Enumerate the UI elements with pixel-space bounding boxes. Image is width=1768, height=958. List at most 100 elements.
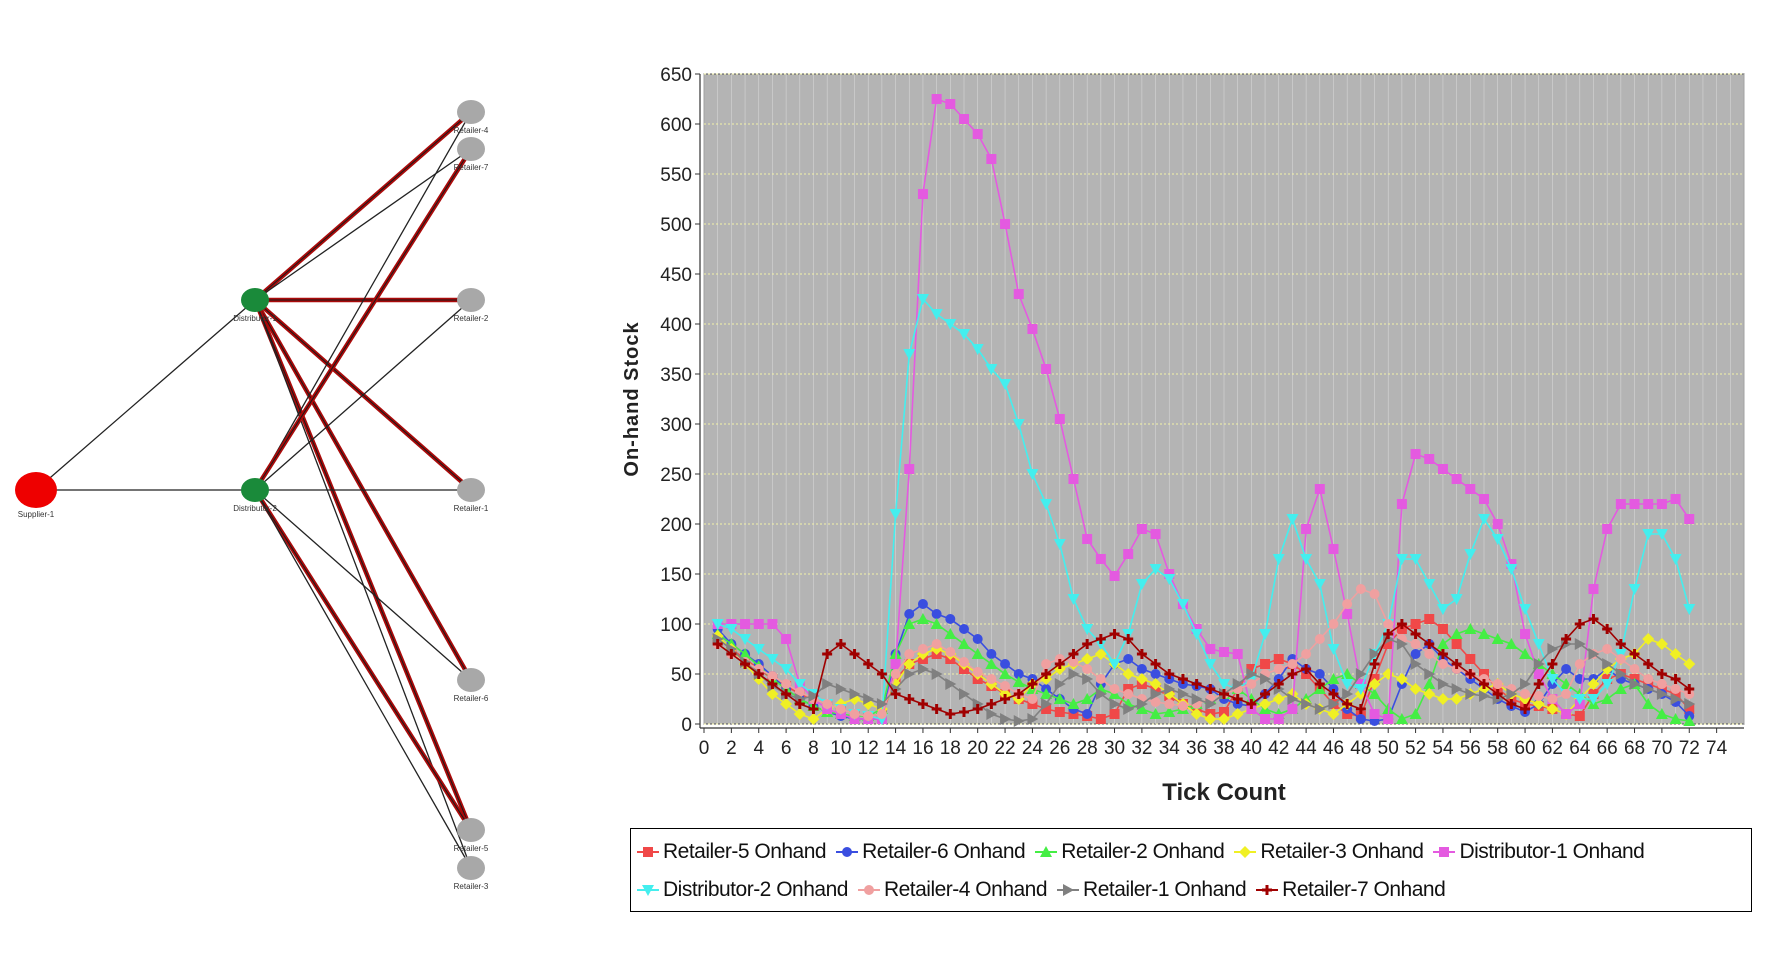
legend-item-retailer-5-onhand: Retailer-5 Onhand xyxy=(637,833,827,871)
data-point xyxy=(1587,694,1600,705)
node-retailer-4[interactable]: Retailer-4 xyxy=(454,100,489,135)
data-point xyxy=(1410,449,1421,459)
data-point xyxy=(1314,703,1326,715)
data-point xyxy=(1287,669,1298,679)
data-point xyxy=(1354,684,1367,695)
node-label: Supplier-1 xyxy=(18,510,55,519)
data-point xyxy=(1219,647,1229,657)
data-point xyxy=(1479,679,1489,689)
legend-swatch xyxy=(1256,885,1279,895)
node-distributor-1[interactable]: Distributor-1 xyxy=(233,288,277,323)
data-point xyxy=(1383,619,1394,629)
data-point xyxy=(766,688,779,700)
x-tick-label: 24 xyxy=(1022,738,1044,759)
node-retailer-3[interactable]: Retailer-3 xyxy=(454,856,489,891)
legend-label: Retailer-5 Onhand xyxy=(663,840,827,863)
edge-distributor-2-to-retailer-6 xyxy=(254,489,472,681)
data-point xyxy=(740,659,751,669)
data-point xyxy=(1342,609,1353,619)
data-point xyxy=(1655,708,1668,719)
data-point xyxy=(1437,624,1448,634)
node-distributor-2[interactable]: Distributor-2 xyxy=(233,478,277,513)
data-point xyxy=(904,464,915,474)
x-tick-label: 10 xyxy=(830,738,851,759)
data-point xyxy=(903,618,916,629)
data-point xyxy=(1574,659,1585,669)
data-point xyxy=(1287,704,1298,714)
data-point xyxy=(1082,673,1094,685)
data-point xyxy=(1546,703,1559,715)
data-point xyxy=(1136,524,1147,534)
data-point xyxy=(1684,704,1695,714)
data-point xyxy=(1027,324,1038,334)
data-point xyxy=(1355,668,1367,680)
data-point xyxy=(931,609,942,619)
data-point xyxy=(1190,629,1203,640)
data-point xyxy=(1683,715,1696,726)
data-point xyxy=(1656,679,1667,689)
data-point xyxy=(1301,524,1312,534)
data-point xyxy=(1150,669,1161,679)
legend-label: Retailer-2 Onhand xyxy=(1061,840,1225,863)
y-tick-label: 650 xyxy=(660,65,692,86)
node-supplier[interactable]: Supplier-1 xyxy=(15,472,57,519)
node-circle xyxy=(457,137,485,161)
data-point xyxy=(1163,706,1176,717)
node-retailer-2[interactable]: Retailer-2 xyxy=(454,288,489,323)
data-point xyxy=(1259,629,1272,640)
legend-swatch xyxy=(637,885,659,896)
data-point xyxy=(1615,668,1627,680)
legend-item-distributor-1-onhand: Distributor-1 Onhand xyxy=(1433,833,1645,871)
node-circle xyxy=(457,100,485,124)
data-point xyxy=(1204,659,1217,670)
x-tick-label: 62 xyxy=(1542,738,1563,759)
data-point xyxy=(1492,519,1503,529)
data-point xyxy=(1547,643,1559,655)
y-tick-label: 300 xyxy=(660,415,692,436)
x-tick-label: 64 xyxy=(1569,738,1591,759)
data-point xyxy=(1327,644,1340,655)
data-point xyxy=(1000,659,1011,669)
edge-distributor-1-to-supplier xyxy=(35,299,256,491)
data-point xyxy=(1561,664,1572,674)
data-point xyxy=(1135,579,1148,590)
data-point xyxy=(1395,713,1408,724)
data-point xyxy=(822,678,834,690)
x-tick-label: 46 xyxy=(1323,738,1344,759)
data-point xyxy=(889,509,902,520)
x-tick-label: 28 xyxy=(1077,738,1098,759)
data-point xyxy=(1642,529,1655,540)
node-retailer-5[interactable]: Retailer-5 xyxy=(454,818,489,853)
data-point xyxy=(1026,469,1039,480)
network-edges xyxy=(35,110,474,869)
data-point xyxy=(1436,638,1449,649)
data-point xyxy=(903,349,916,360)
legend-swatch xyxy=(1234,846,1257,858)
data-point xyxy=(793,708,806,720)
data-point xyxy=(1561,709,1572,719)
node-retailer-1[interactable]: Retailer-1 xyxy=(454,478,489,513)
data-point xyxy=(1656,499,1667,509)
data-point xyxy=(958,638,970,649)
legend-item-retailer-3-onhand: Retailer-3 Onhand xyxy=(1234,833,1424,871)
data-point xyxy=(1232,694,1243,704)
data-point xyxy=(1013,689,1024,699)
data-point xyxy=(1410,639,1421,649)
node-circle xyxy=(241,478,269,502)
y-tick-label: 500 xyxy=(660,215,692,236)
node-retailer-7[interactable]: Retailer-7 xyxy=(454,137,489,172)
node-retailer-6[interactable]: Retailer-6 xyxy=(454,668,489,703)
data-point xyxy=(1683,658,1696,670)
node-label: Distributor-2 xyxy=(233,504,277,513)
legend-swatch-marker xyxy=(1262,885,1273,895)
legend-label: Retailer-3 Onhand xyxy=(1260,840,1424,863)
data-point xyxy=(972,667,983,677)
data-point xyxy=(1246,699,1257,709)
node-label: Retailer-3 xyxy=(454,882,489,891)
edge-core-distributor-2-to-retailer-5 xyxy=(254,489,472,831)
edge-core-distributor-1-to-retailer-5 xyxy=(254,299,472,831)
data-point xyxy=(1053,693,1066,704)
data-point xyxy=(1123,689,1134,699)
y-tick-label: 50 xyxy=(671,665,692,686)
data-point xyxy=(1067,594,1080,605)
